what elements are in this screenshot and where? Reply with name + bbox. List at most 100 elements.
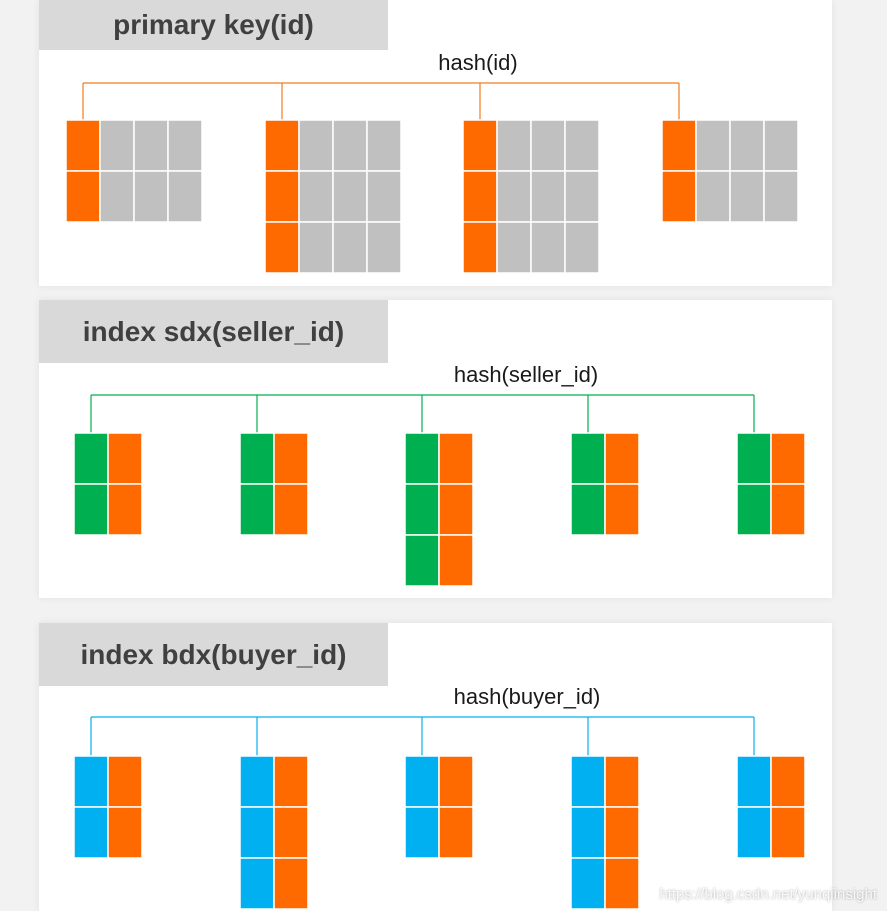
column-cell bbox=[604, 755, 640, 808]
shard-2 bbox=[264, 119, 402, 274]
key-cell bbox=[239, 755, 275, 808]
panel-title: index bdx(buyer_id) bbox=[39, 623, 388, 686]
column-cell bbox=[273, 806, 309, 859]
key-cell bbox=[570, 755, 606, 808]
key-cell bbox=[736, 755, 772, 808]
column-cell bbox=[273, 857, 309, 910]
key-cell bbox=[404, 483, 440, 536]
key-cell bbox=[73, 755, 109, 808]
column-cell bbox=[564, 221, 600, 274]
hash-label: hash(id) bbox=[438, 50, 518, 75]
column-cell bbox=[438, 432, 474, 485]
column-cell bbox=[695, 119, 731, 172]
shard-1 bbox=[65, 119, 203, 223]
key-cell bbox=[264, 119, 300, 172]
shard-3 bbox=[404, 432, 474, 587]
seller-index-shard-tree bbox=[73, 394, 806, 587]
column-cell bbox=[496, 119, 532, 172]
key-cell bbox=[736, 483, 772, 536]
key-cell bbox=[462, 221, 498, 274]
column-cell bbox=[496, 170, 532, 223]
key-cell bbox=[462, 170, 498, 223]
key-cell bbox=[736, 432, 772, 485]
column-cell bbox=[133, 170, 169, 223]
column-cell bbox=[107, 806, 143, 859]
key-cell bbox=[73, 483, 109, 536]
key-cell bbox=[73, 432, 109, 485]
key-cell bbox=[65, 119, 101, 172]
column-cell bbox=[695, 170, 731, 223]
shard-4 bbox=[570, 755, 640, 910]
key-cell bbox=[239, 432, 275, 485]
key-cell bbox=[570, 432, 606, 485]
column-cell bbox=[167, 170, 203, 223]
column-cell bbox=[729, 170, 765, 223]
column-cell bbox=[530, 170, 566, 223]
panel-title: index sdx(seller_id) bbox=[39, 300, 388, 363]
column-cell bbox=[438, 534, 474, 587]
hash-label: hash(seller_id) bbox=[453, 362, 599, 387]
column-cell bbox=[273, 755, 309, 808]
column-cell bbox=[770, 806, 806, 859]
hash-label: hash(buyer_id) bbox=[453, 684, 601, 709]
watermark: https://blog.csdn.net/yunqiinsight bbox=[659, 886, 877, 903]
column-cell bbox=[107, 432, 143, 485]
column-cell bbox=[107, 755, 143, 808]
column-cell bbox=[273, 483, 309, 536]
shard-5 bbox=[736, 755, 806, 859]
column-cell bbox=[366, 170, 402, 223]
column-cell bbox=[332, 221, 368, 274]
shard-4 bbox=[570, 432, 640, 536]
key-cell bbox=[264, 221, 300, 274]
shard-2 bbox=[239, 755, 309, 910]
primary-key-shard-tree bbox=[65, 82, 799, 274]
column-cell bbox=[99, 170, 135, 223]
shard-3 bbox=[462, 119, 600, 274]
key-cell bbox=[570, 806, 606, 859]
column-cell bbox=[133, 119, 169, 172]
key-cell bbox=[264, 170, 300, 223]
key-cell bbox=[736, 806, 772, 859]
key-cell bbox=[239, 806, 275, 859]
column-cell bbox=[438, 483, 474, 536]
column-cell bbox=[366, 221, 402, 274]
key-cell bbox=[404, 432, 440, 485]
column-cell bbox=[770, 483, 806, 536]
column-cell bbox=[770, 755, 806, 808]
column-cell bbox=[530, 221, 566, 274]
column-cell bbox=[438, 806, 474, 859]
column-cell bbox=[332, 170, 368, 223]
column-cell bbox=[763, 170, 799, 223]
column-cell bbox=[604, 806, 640, 859]
shard-2 bbox=[239, 432, 309, 536]
column-cell bbox=[604, 432, 640, 485]
shard-5 bbox=[736, 432, 806, 536]
key-cell bbox=[570, 483, 606, 536]
column-cell bbox=[167, 119, 203, 172]
column-cell bbox=[564, 170, 600, 223]
key-cell bbox=[661, 170, 697, 223]
seller-index-panel: index sdx(seller_id) hash(seller_id) bbox=[39, 300, 832, 598]
key-cell bbox=[404, 806, 440, 859]
key-cell bbox=[462, 119, 498, 172]
key-cell bbox=[239, 483, 275, 536]
shard-1 bbox=[73, 755, 143, 859]
buyer-index-shard-tree bbox=[73, 716, 806, 910]
column-cell bbox=[273, 432, 309, 485]
panel-title: primary key(id) bbox=[39, 0, 388, 50]
buyer-index-panel: index bdx(buyer_id) hash(buyer_id) bbox=[39, 623, 832, 911]
column-cell bbox=[107, 483, 143, 536]
shard-4 bbox=[661, 119, 799, 223]
primary-key-panel: primary key(id) hash(id) bbox=[39, 0, 832, 286]
column-cell bbox=[729, 119, 765, 172]
column-cell bbox=[604, 483, 640, 536]
key-cell bbox=[570, 857, 606, 910]
column-cell bbox=[770, 432, 806, 485]
column-cell bbox=[298, 170, 334, 223]
column-cell bbox=[332, 119, 368, 172]
key-cell bbox=[73, 806, 109, 859]
column-cell bbox=[564, 119, 600, 172]
key-cell bbox=[404, 534, 440, 587]
shard-1 bbox=[73, 432, 143, 536]
column-cell bbox=[530, 119, 566, 172]
